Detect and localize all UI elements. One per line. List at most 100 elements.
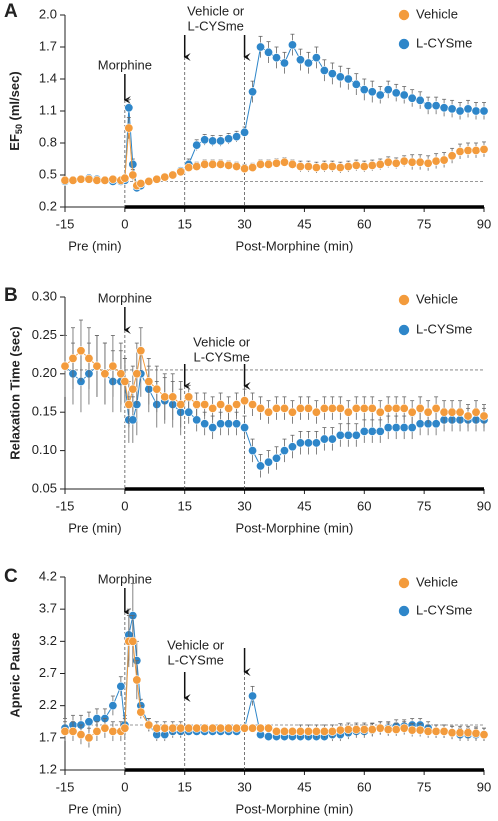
point <box>311 407 321 417</box>
point <box>176 167 186 177</box>
point <box>248 87 258 97</box>
point <box>124 103 134 113</box>
point <box>248 723 258 733</box>
point <box>311 163 321 173</box>
vehicle-label: L-CYSme <box>168 652 224 667</box>
point <box>224 723 234 733</box>
point <box>76 346 86 356</box>
point <box>447 151 457 161</box>
point <box>216 419 226 429</box>
point <box>391 724 401 734</box>
y-tick-label: 2.2 <box>39 697 57 712</box>
point <box>279 726 289 736</box>
point <box>200 419 210 429</box>
point <box>128 384 138 394</box>
point <box>343 161 353 171</box>
point <box>367 724 377 734</box>
point <box>367 87 377 97</box>
point <box>92 726 102 736</box>
point <box>463 728 473 738</box>
point <box>415 403 425 413</box>
point <box>68 353 78 363</box>
point <box>76 174 86 184</box>
point <box>335 163 345 173</box>
legend-marker <box>398 324 410 336</box>
post-label: Post-Morphine (min) <box>236 520 354 535</box>
point <box>68 726 78 736</box>
point <box>128 159 138 169</box>
point <box>287 40 297 50</box>
point <box>399 90 409 100</box>
point <box>407 93 417 103</box>
point <box>343 430 353 440</box>
point <box>160 172 170 182</box>
legend-marker <box>398 605 410 617</box>
point <box>431 419 441 429</box>
legend-marker <box>398 577 410 589</box>
point <box>319 434 329 444</box>
post-label: Post-Morphine (min) <box>236 238 354 253</box>
point <box>463 145 473 155</box>
post-label: Post-Morphine (min) <box>236 801 354 816</box>
x-tick-label: 30 <box>237 779 251 794</box>
x-tick-label: 75 <box>417 498 431 513</box>
point <box>256 159 266 169</box>
point <box>271 403 281 413</box>
point <box>423 158 433 168</box>
y-tick-label: 3.7 <box>39 601 57 616</box>
point <box>479 730 489 740</box>
point <box>287 159 297 169</box>
point <box>279 403 289 413</box>
point <box>240 423 250 433</box>
point <box>128 170 138 180</box>
point <box>124 123 134 133</box>
point <box>383 403 393 413</box>
point <box>383 85 393 95</box>
legend-label: Vehicle <box>416 6 458 21</box>
point <box>132 675 142 685</box>
point <box>351 79 361 89</box>
legend-marker <box>398 9 410 21</box>
point <box>108 726 118 736</box>
point <box>407 407 417 417</box>
y-label-sub: 50 <box>14 124 24 134</box>
point <box>423 101 433 111</box>
point <box>240 127 250 137</box>
point <box>184 163 194 173</box>
point <box>375 159 385 169</box>
point <box>136 707 146 717</box>
point <box>200 135 210 145</box>
y-label-unit: (ml/sec) <box>7 71 22 124</box>
point <box>439 103 449 113</box>
legend-label: Vehicle <box>416 574 458 589</box>
point <box>176 723 186 733</box>
y-tick-label: 0.2 <box>39 198 57 213</box>
pre-label: Pre (min) <box>68 520 121 535</box>
point <box>84 174 94 184</box>
point <box>152 174 162 184</box>
vehicle-label: L-CYSme <box>194 349 250 364</box>
x-tick-label: 45 <box>297 498 311 513</box>
vehicle-label: L-CYSme <box>188 18 244 33</box>
x-tick-label: 0 <box>121 216 128 231</box>
point <box>120 173 130 183</box>
point <box>224 403 234 413</box>
point <box>407 157 417 167</box>
point <box>303 403 313 413</box>
point <box>192 161 202 171</box>
point <box>319 726 329 736</box>
point <box>351 724 361 734</box>
pre-label: Pre (min) <box>68 238 121 253</box>
point <box>60 726 70 736</box>
point <box>423 407 433 417</box>
point <box>383 724 393 734</box>
y-tick-label: 2.7 <box>39 665 57 680</box>
point <box>232 161 242 171</box>
point <box>256 42 266 52</box>
point <box>359 403 369 413</box>
point <box>319 161 329 171</box>
point <box>240 396 250 406</box>
point <box>399 423 409 433</box>
point <box>327 69 337 79</box>
point <box>479 106 489 116</box>
